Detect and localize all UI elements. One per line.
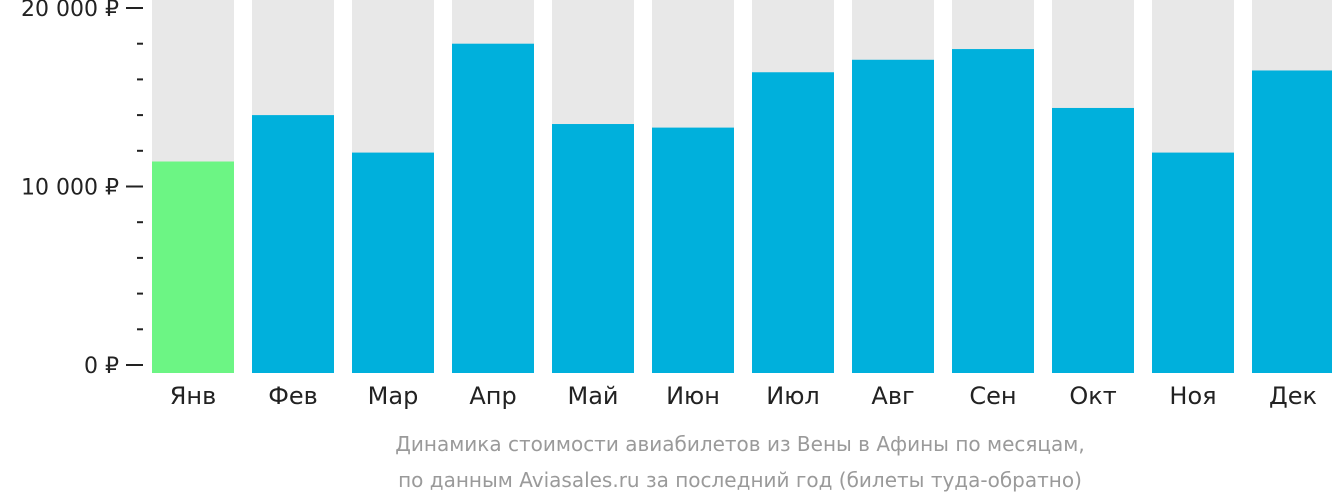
x-tick-label: Мар (368, 382, 419, 410)
bar (352, 152, 434, 373)
x-tick-label: Ноя (1169, 382, 1216, 410)
price-bar-chart: 0 ₽ 10 000 ₽ 20 000 ₽ Янв Фев Мар Апр Май Июн Ию… (21, 0, 1332, 410)
x-tick-label: Дек (1269, 382, 1317, 410)
y-tick-label: 10 000 ₽ (21, 176, 119, 201)
x-tick-label: Сен (969, 382, 1016, 410)
bar (252, 115, 334, 373)
y-tick-label: 20 000 ₽ (21, 0, 119, 22)
bars (152, 0, 1332, 374)
bar (752, 72, 834, 373)
bar (152, 161, 234, 373)
bar (1152, 152, 1234, 373)
x-tick-label: Апр (469, 382, 516, 410)
x-axis-labels: Янв Фев Мар Апр Май Июн Июл Авг Сен Окт Ноя Дек (170, 382, 1317, 410)
y-axis: 0 ₽ 10 000 ₽ 20 000 ₽ (21, 0, 143, 379)
chart-caption-line-2: по данным Aviasales.ru за последний год … (398, 468, 1082, 492)
y-tick-label: 0 ₽ (84, 354, 119, 379)
x-tick-label: Янв (170, 382, 217, 410)
bar (1052, 107, 1134, 374)
chart-caption-line-1: Динамика стоимости авиабилетов из Вены в… (395, 432, 1085, 456)
bar (652, 127, 734, 373)
bar (1252, 70, 1332, 373)
bar (452, 43, 534, 373)
bar (852, 59, 934, 373)
x-tick-label: Авг (871, 382, 914, 410)
x-tick-label: Фев (268, 382, 318, 410)
x-tick-label: Июн (666, 382, 720, 410)
x-tick-label: Окт (1069, 382, 1116, 410)
bar (552, 124, 634, 374)
bar (952, 49, 1034, 374)
x-tick-label: Май (567, 382, 618, 410)
x-tick-label: Июл (766, 382, 820, 410)
